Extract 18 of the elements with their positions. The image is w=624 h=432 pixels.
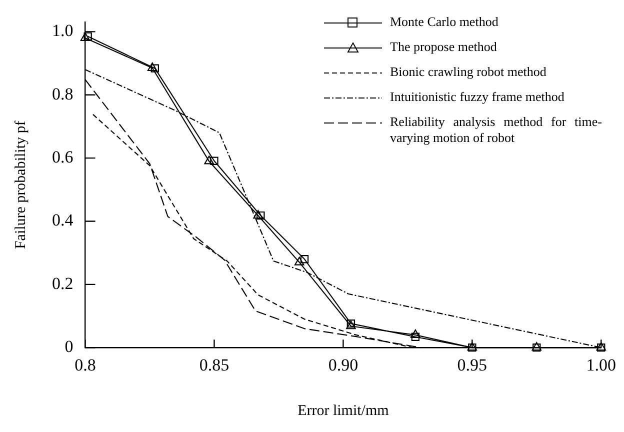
y-axis-title: Failure probability pf (12, 120, 29, 250)
legend-label: The propose method (390, 39, 497, 55)
x-tick-label: 1.00 (586, 355, 616, 374)
y-tick-label: 0.6 (52, 148, 74, 167)
x-tick-label: 0.90 (328, 355, 358, 374)
legend-label: Bionic crawling robot method (390, 64, 546, 80)
y-tick-label: 1.0 (52, 21, 74, 40)
y-tick-label: 0.2 (52, 274, 74, 293)
legend-label: Reliability analysis method for time-varying motion of robot (390, 114, 602, 146)
y-tick-label: 0.4 (52, 210, 74, 230)
x-tick-label: 0.8 (74, 355, 96, 374)
x-axis-title: Error limit/mm (298, 402, 390, 419)
legend-label: Monte Carlo method (390, 14, 498, 30)
x-tick-label: 0.95 (457, 355, 488, 374)
x-tick-label: 0.85 (199, 355, 230, 374)
legend-label: Intuitionistic fuzzy frame method (390, 89, 564, 105)
y-tick-label: 0 (64, 337, 74, 356)
y-tick-label: 0.8 (52, 84, 74, 104)
